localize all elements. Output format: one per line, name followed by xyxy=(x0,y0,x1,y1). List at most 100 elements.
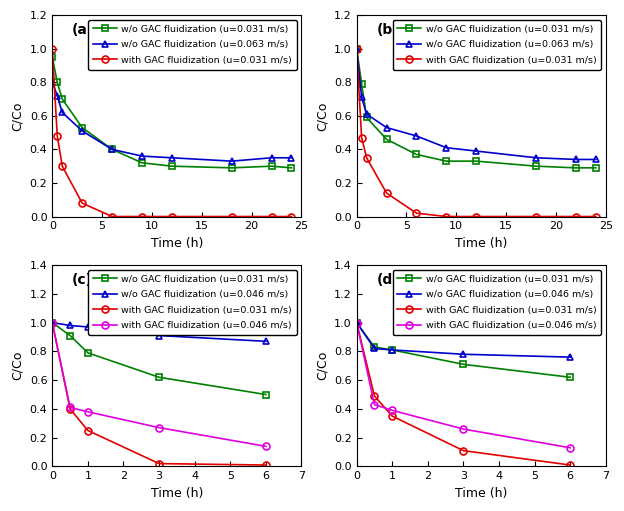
w/o GAC fluidization (u=0.031 m/s) xyxy=(472,158,480,164)
with GAC fluidization (u=0.031 m/s) xyxy=(532,214,540,220)
with GAC fluidization (u=0.031 m/s) xyxy=(572,214,580,220)
w/o GAC fluidization (u=0.031 m/s) xyxy=(84,350,92,356)
with GAC fluidization (u=0.046 m/s) xyxy=(84,409,92,415)
w/o GAC fluidization (u=0.063 m/s) xyxy=(442,145,450,151)
with GAC fluidization (u=0.031 m/s) xyxy=(460,448,467,454)
w/o GAC fluidization (u=0.031 m/s) xyxy=(383,136,390,143)
w/o GAC fluidization (u=0.063 m/s) xyxy=(59,109,66,115)
w/o GAC fluidization (u=0.063 m/s) xyxy=(228,158,235,164)
with GAC fluidization (u=0.031 m/s) xyxy=(49,45,56,52)
with GAC fluidization (u=0.046 m/s) xyxy=(155,425,163,431)
Line: with GAC fluidization (u=0.031 m/s): with GAC fluidization (u=0.031 m/s) xyxy=(353,319,573,469)
w/o GAC fluidization (u=0.031 m/s) xyxy=(288,165,295,171)
with GAC fluidization (u=0.046 m/s) xyxy=(371,402,378,408)
Line: with GAC fluidization (u=0.031 m/s): with GAC fluidization (u=0.031 m/s) xyxy=(49,319,270,469)
w/o GAC fluidization (u=0.031 m/s) xyxy=(79,125,86,131)
w/o GAC fluidization (u=0.031 m/s) xyxy=(371,344,378,350)
Line: with GAC fluidization (u=0.046 m/s): with GAC fluidization (u=0.046 m/s) xyxy=(353,319,573,451)
Line: with GAC fluidization (u=0.031 m/s): with GAC fluidization (u=0.031 m/s) xyxy=(353,45,599,220)
Line: with GAC fluidization (u=0.031 m/s): with GAC fluidization (u=0.031 m/s) xyxy=(49,45,295,220)
with GAC fluidization (u=0.046 m/s) xyxy=(262,443,270,449)
w/o GAC fluidization (u=0.046 m/s) xyxy=(389,347,396,353)
Line: w/o GAC fluidization (u=0.031 m/s): w/o GAC fluidization (u=0.031 m/s) xyxy=(49,319,270,398)
w/o GAC fluidization (u=0.031 m/s) xyxy=(109,146,116,152)
w/o GAC fluidization (u=0.046 m/s) xyxy=(66,322,74,329)
w/o GAC fluidization (u=0.046 m/s) xyxy=(460,351,467,357)
with GAC fluidization (u=0.031 m/s) xyxy=(54,133,61,139)
Legend: w/o GAC fluidization (u=0.031 m/s), w/o GAC fluidization (u=0.063 m/s), with GAC: w/o GAC fluidization (u=0.031 m/s), w/o … xyxy=(88,20,297,69)
with GAC fluidization (u=0.031 m/s) xyxy=(66,406,74,412)
w/o GAC fluidization (u=0.031 m/s) xyxy=(139,160,146,166)
w/o GAC fluidization (u=0.031 m/s) xyxy=(353,45,361,52)
w/o GAC fluidization (u=0.031 m/s) xyxy=(262,391,270,398)
w/o GAC fluidization (u=0.063 m/s) xyxy=(79,128,86,134)
with GAC fluidization (u=0.046 m/s) xyxy=(460,426,467,432)
with GAC fluidization (u=0.046 m/s) xyxy=(66,404,74,410)
w/o GAC fluidization (u=0.063 m/s) xyxy=(49,79,56,85)
Text: (b): (b) xyxy=(376,23,399,37)
with GAC fluidization (u=0.031 m/s) xyxy=(59,163,66,169)
with GAC fluidization (u=0.031 m/s) xyxy=(84,427,92,433)
with GAC fluidization (u=0.046 m/s) xyxy=(353,319,361,326)
w/o GAC fluidization (u=0.031 m/s) xyxy=(460,361,467,367)
w/o GAC fluidization (u=0.063 m/s) xyxy=(139,153,146,159)
w/o GAC fluidization (u=0.063 m/s) xyxy=(383,125,390,131)
w/o GAC fluidization (u=0.031 m/s) xyxy=(168,163,175,169)
w/o GAC fluidization (u=0.031 m/s) xyxy=(567,374,574,380)
w/o GAC fluidization (u=0.031 m/s) xyxy=(363,114,371,121)
w/o GAC fluidization (u=0.063 m/s) xyxy=(168,155,175,161)
w/o GAC fluidization (u=0.063 m/s) xyxy=(532,155,540,161)
Line: w/o GAC fluidization (u=0.063 m/s): w/o GAC fluidization (u=0.063 m/s) xyxy=(49,79,295,165)
Y-axis label: C/Co: C/Co xyxy=(316,351,328,381)
Text: (a): (a) xyxy=(72,23,94,37)
X-axis label: Time (h): Time (h) xyxy=(455,237,507,250)
w/o GAC fluidization (u=0.031 m/s) xyxy=(442,158,450,164)
w/o GAC fluidization (u=0.063 m/s) xyxy=(268,155,275,161)
w/o GAC fluidization (u=0.046 m/s) xyxy=(353,319,361,326)
with GAC fluidization (u=0.031 m/s) xyxy=(268,214,275,220)
Legend: w/o GAC fluidization (u=0.031 m/s), w/o GAC fluidization (u=0.046 m/s), with GAC: w/o GAC fluidization (u=0.031 m/s), w/o … xyxy=(88,270,297,335)
with GAC fluidization (u=0.046 m/s) xyxy=(567,445,574,451)
with GAC fluidization (u=0.031 m/s) xyxy=(472,214,480,220)
w/o GAC fluidization (u=0.031 m/s) xyxy=(532,163,540,169)
Line: w/o GAC fluidization (u=0.031 m/s): w/o GAC fluidization (u=0.031 m/s) xyxy=(353,319,573,381)
w/o GAC fluidization (u=0.046 m/s) xyxy=(49,319,56,326)
with GAC fluidization (u=0.031 m/s) xyxy=(168,214,175,220)
w/o GAC fluidization (u=0.031 m/s) xyxy=(358,81,366,87)
with GAC fluidization (u=0.031 m/s) xyxy=(353,319,361,326)
Line: w/o GAC fluidization (u=0.031 m/s): w/o GAC fluidization (u=0.031 m/s) xyxy=(353,45,599,171)
w/o GAC fluidization (u=0.031 m/s) xyxy=(389,347,396,353)
with GAC fluidization (u=0.031 m/s) xyxy=(288,214,295,220)
with GAC fluidization (u=0.031 m/s) xyxy=(139,214,146,220)
with GAC fluidization (u=0.046 m/s) xyxy=(49,319,56,326)
with GAC fluidization (u=0.031 m/s) xyxy=(592,214,600,220)
with GAC fluidization (u=0.031 m/s) xyxy=(79,200,86,206)
with GAC fluidization (u=0.031 m/s) xyxy=(389,413,396,419)
w/o GAC fluidization (u=0.031 m/s) xyxy=(49,319,56,326)
with GAC fluidization (u=0.031 m/s) xyxy=(262,462,270,468)
with GAC fluidization (u=0.031 m/s) xyxy=(567,462,574,468)
w/o GAC fluidization (u=0.031 m/s) xyxy=(228,165,235,171)
w/o GAC fluidization (u=0.063 m/s) xyxy=(412,133,420,139)
w/o GAC fluidization (u=0.063 m/s) xyxy=(572,156,580,162)
w/o GAC fluidization (u=0.031 m/s) xyxy=(353,319,361,326)
w/o GAC fluidization (u=0.046 m/s) xyxy=(567,354,574,360)
w/o GAC fluidization (u=0.063 m/s) xyxy=(363,111,371,117)
with GAC fluidization (u=0.031 m/s) xyxy=(353,45,361,52)
w/o GAC fluidization (u=0.031 m/s) xyxy=(572,165,580,171)
w/o GAC fluidization (u=0.031 m/s) xyxy=(268,163,275,169)
Text: (d): (d) xyxy=(376,273,399,287)
w/o GAC fluidization (u=0.046 m/s) xyxy=(371,345,378,352)
w/o GAC fluidization (u=0.063 m/s) xyxy=(358,95,366,101)
with GAC fluidization (u=0.031 m/s) xyxy=(155,460,163,467)
Y-axis label: C/Co: C/Co xyxy=(11,101,24,130)
w/o GAC fluidization (u=0.063 m/s) xyxy=(472,148,480,154)
with GAC fluidization (u=0.031 m/s) xyxy=(49,319,56,326)
with GAC fluidization (u=0.031 m/s) xyxy=(363,155,371,161)
w/o GAC fluidization (u=0.046 m/s) xyxy=(155,333,163,339)
with GAC fluidization (u=0.031 m/s) xyxy=(412,210,420,216)
w/o GAC fluidization (u=0.031 m/s) xyxy=(59,96,66,102)
with GAC fluidization (u=0.031 m/s) xyxy=(442,214,450,220)
Legend: w/o GAC fluidization (u=0.031 m/s), w/o GAC fluidization (u=0.063 m/s), with GAC: w/o GAC fluidization (u=0.031 m/s), w/o … xyxy=(392,20,601,69)
Line: with GAC fluidization (u=0.046 m/s): with GAC fluidization (u=0.046 m/s) xyxy=(49,319,270,450)
